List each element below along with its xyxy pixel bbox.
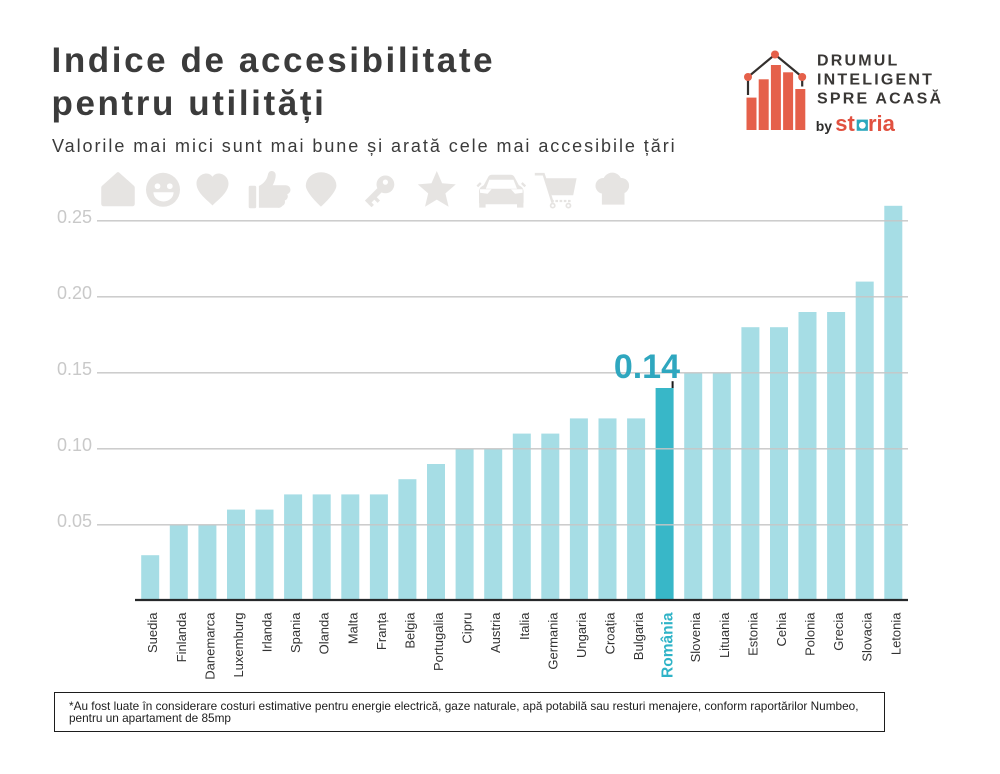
svg-text:Slovenia: Slovenia <box>688 612 703 663</box>
svg-text:INTELIGENT: INTELIGENT <box>817 72 934 89</box>
svg-text:Luxemburg: Luxemburg <box>231 613 246 678</box>
svg-text:0.14: 0.14 <box>614 348 680 386</box>
svg-text:Slovacia: Slovacia <box>860 612 875 662</box>
svg-text:Finlanda: Finlanda <box>174 612 189 663</box>
svg-text:SPRE ACASĂ: SPRE ACASĂ <box>817 89 943 108</box>
svg-text:Olanda: Olanda <box>317 612 332 655</box>
svg-text:by: by <box>816 118 833 134</box>
svg-text:Bulgaria: Bulgaria <box>631 612 646 660</box>
svg-text:Cehia: Cehia <box>774 612 789 647</box>
svg-text:0.20: 0.20 <box>57 283 92 303</box>
svg-text:Germania: Germania <box>545 612 560 670</box>
svg-text:0.15: 0.15 <box>57 359 92 379</box>
svg-text:Estonia: Estonia <box>745 612 760 656</box>
svg-text:0.25: 0.25 <box>57 207 92 227</box>
svg-text:Ungaria: Ungaria <box>574 612 589 658</box>
svg-text:ria: ria <box>868 111 896 136</box>
svg-text:Suedia: Suedia <box>145 612 160 653</box>
svg-text:Franța: Franța <box>374 612 389 650</box>
svg-text:Austria: Austria <box>488 612 503 653</box>
svg-text:Spania: Spania <box>288 612 303 653</box>
svg-text:Croația: Croația <box>603 612 618 655</box>
svg-text:Malta: Malta <box>345 612 360 645</box>
svg-text:Polonia: Polonia <box>803 612 818 656</box>
svg-text:Lituania: Lituania <box>717 612 732 658</box>
svg-text:Danemarca: Danemarca <box>202 612 217 680</box>
svg-text:Letonia: Letonia <box>888 612 903 655</box>
svg-text:Cipru: Cipru <box>460 613 475 644</box>
svg-text:DRUMUL: DRUMUL <box>817 53 900 70</box>
svg-text:0.10: 0.10 <box>57 435 92 455</box>
svg-text:Irlanda: Irlanda <box>260 612 275 653</box>
svg-text:Belgia: Belgia <box>402 612 417 649</box>
svg-text:Portugalia: Portugalia <box>431 612 446 671</box>
svg-text:st: st <box>835 111 855 136</box>
svg-text:Italia: Italia <box>517 612 532 640</box>
svg-text:0.05: 0.05 <box>57 511 92 531</box>
svg-text:România: România <box>660 612 677 678</box>
svg-text:Grecia: Grecia <box>831 612 846 651</box>
